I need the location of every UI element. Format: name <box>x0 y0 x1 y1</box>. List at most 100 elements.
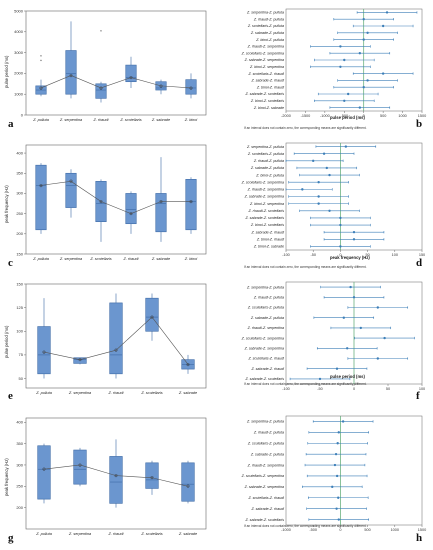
y-tick-label: 50 <box>19 376 24 381</box>
row-label: Z. serpentina-Z. pulluta <box>246 285 284 289</box>
x-tick-label: -500 <box>340 114 348 118</box>
x-tick-label: -500 <box>309 528 317 532</box>
panel-e: 50 75 100 125 150 ⊕ Z. pulluta ⊕ Z. serpentina ⊕ Z… <box>2 276 212 406</box>
ci-point <box>335 474 339 478</box>
row-label: Z. rhaudi-Z. pulluta <box>253 431 284 435</box>
x-tick-label: 0 <box>363 114 365 118</box>
ci-point <box>339 65 342 68</box>
x-tick-label: 1000 <box>398 114 406 118</box>
ci-point <box>358 106 362 109</box>
row-label: Z. sabrade-Z. rhaudi <box>250 79 284 83</box>
ci-point <box>339 223 342 227</box>
x-tick-label: 100 <box>419 387 425 391</box>
panel-c: 150 200 250 300 350 400 ⊕ Z. pulluta ⊕ Z. serpent… <box>2 137 212 272</box>
y-tick-label: 250 <box>16 211 23 216</box>
ci-point <box>352 296 356 299</box>
x-tick-label: 500 <box>364 528 370 532</box>
x-tick-label: Z. pulluta <box>32 257 49 261</box>
row-label: Z. rhaudi-Z. pulluta <box>253 159 284 163</box>
y-tick-label: 125 <box>16 305 23 310</box>
panel-f: -100 -50 0 50 100 Z. serpentina-Z. pulluta Z. … <box>218 276 430 406</box>
ci-plot-f: -100 -50 0 50 100 Z. serpentina-Z. pulluta Z. … <box>241 281 425 391</box>
ci-point <box>346 347 349 350</box>
ci-point <box>336 442 339 445</box>
row-label: Z. binoi-Z. serpentina <box>249 65 284 69</box>
x-tick-label: -1500 <box>301 114 311 118</box>
ci-point <box>337 496 340 499</box>
ci-point <box>362 86 365 89</box>
panel-letter-h: h <box>416 532 423 544</box>
x-tick-label: 150 <box>419 253 425 257</box>
ci-point <box>339 245 342 248</box>
x-tick-label: Z. pulluta <box>35 532 52 536</box>
x-tick-label: 500 <box>380 114 386 118</box>
x-tick-label: 50 <box>365 253 369 257</box>
ci-point <box>325 166 328 170</box>
row-label: Z. rhaudi-Z. serpentina <box>247 45 284 49</box>
row-label: Z. serpentina-Z. pulluta <box>246 145 284 149</box>
box <box>181 462 195 502</box>
x-tick-label: Z. serpentina <box>59 118 82 122</box>
mean-line <box>43 464 189 487</box>
ci-point <box>318 377 322 381</box>
x-tick-label: Z. serpentina <box>59 257 82 261</box>
ci-point <box>366 79 369 82</box>
row-label: Z. sabrade-Z. rhaudi <box>250 507 284 511</box>
ylabel-a: pulse period (ms) <box>4 55 9 88</box>
y-tick-label: 350 <box>16 171 23 176</box>
row-label: Z. sabrade-Z. serpentina <box>244 485 284 489</box>
box <box>185 179 197 231</box>
row-label: Z. sabrade-Z. pulluta <box>250 316 284 320</box>
row-label: Z. binoi-Z. pulluta <box>255 38 284 42</box>
ci-point <box>343 99 346 103</box>
y-tick-label: 300 <box>16 462 23 467</box>
row-label: Z. rhaudi-Z. pulluta <box>253 296 284 300</box>
row-label: Z. sabrade-Z. serpentina <box>244 58 284 62</box>
row-label: Z. serpentina-Z. pulluta <box>246 420 284 424</box>
panel-letter-f: f <box>416 390 420 402</box>
row-label: Z. sabrade-Z. pulluta <box>250 166 284 170</box>
panel-a: 0 1000 2000 3000 4000 5000 ⊕ Z. pulluta ⊕ Z. serp… <box>2 3 212 133</box>
row-label: Z. rhaudi-Z. serpentina <box>247 463 284 467</box>
ylabel-e: pulse period (ms) <box>4 325 9 358</box>
ci-point <box>362 38 365 41</box>
ci-plot-b: -2000 -1500 -1000 -500 0 500 1000 1500 Z. serpen… <box>241 8 426 118</box>
y-tick-label: 200 <box>16 231 23 236</box>
ci-point <box>352 238 356 241</box>
mean-marker: ⊕ <box>186 484 190 489</box>
row-label: Z. sabrade-Z. pulluta <box>250 452 284 456</box>
row-label: Z. sabrade-Z. serpentina <box>244 195 284 199</box>
x-tick-label: -50 <box>317 387 323 391</box>
outlier-marker: * <box>40 58 42 63</box>
xlabel-f: pulse period (ms) <box>330 374 365 379</box>
ci-point <box>376 306 379 309</box>
box <box>37 445 51 500</box>
row-label: Z. scotellaris-Z. serpentina <box>241 51 284 55</box>
box <box>109 456 123 504</box>
x-tick-label: Z. scotellaris <box>119 118 141 122</box>
row-label: Z. scutellaris-Z. rhaudi <box>247 357 284 361</box>
ci-point <box>328 173 331 177</box>
x-tick-label: Z. serpentina <box>68 532 91 536</box>
x-tick-label: 0 <box>353 387 355 391</box>
ci-point <box>333 463 337 467</box>
xlabel-b: pulse period (ms) <box>330 115 365 120</box>
y-tick-label: 150 <box>16 251 23 256</box>
row-label: Z. scutellaris-Z. pulluta <box>247 441 284 445</box>
ci-point <box>339 216 342 220</box>
row-label: Z. serpentina-Z. pulluta <box>246 11 284 15</box>
panel-g: 200 250 300 350 400 ⊕ Z. pulluta ⊕ Z. serpentina… <box>2 410 212 547</box>
x-tick-label: Z. binoi <box>184 257 198 261</box>
row-label: Z. binoi-Z. rhaudi <box>256 238 284 242</box>
ci-plot-d: -100 -50 0 50 100 150 Z. serpentina-Z. pulluta… <box>241 142 425 257</box>
x-tick-label: Z. serpentina <box>68 391 91 395</box>
row-label: Z. binoi-Z. pulluta <box>255 173 284 177</box>
panel-letter-b: b <box>416 118 423 130</box>
row-label: Z. sabrade-Z. scutellaris <box>244 377 284 381</box>
ci-point <box>317 181 320 184</box>
ci-point <box>341 420 345 423</box>
outlier-marker: * <box>40 54 42 59</box>
outlier-marker: * <box>100 29 102 34</box>
box <box>37 326 51 375</box>
mean-line <box>40 75 192 89</box>
